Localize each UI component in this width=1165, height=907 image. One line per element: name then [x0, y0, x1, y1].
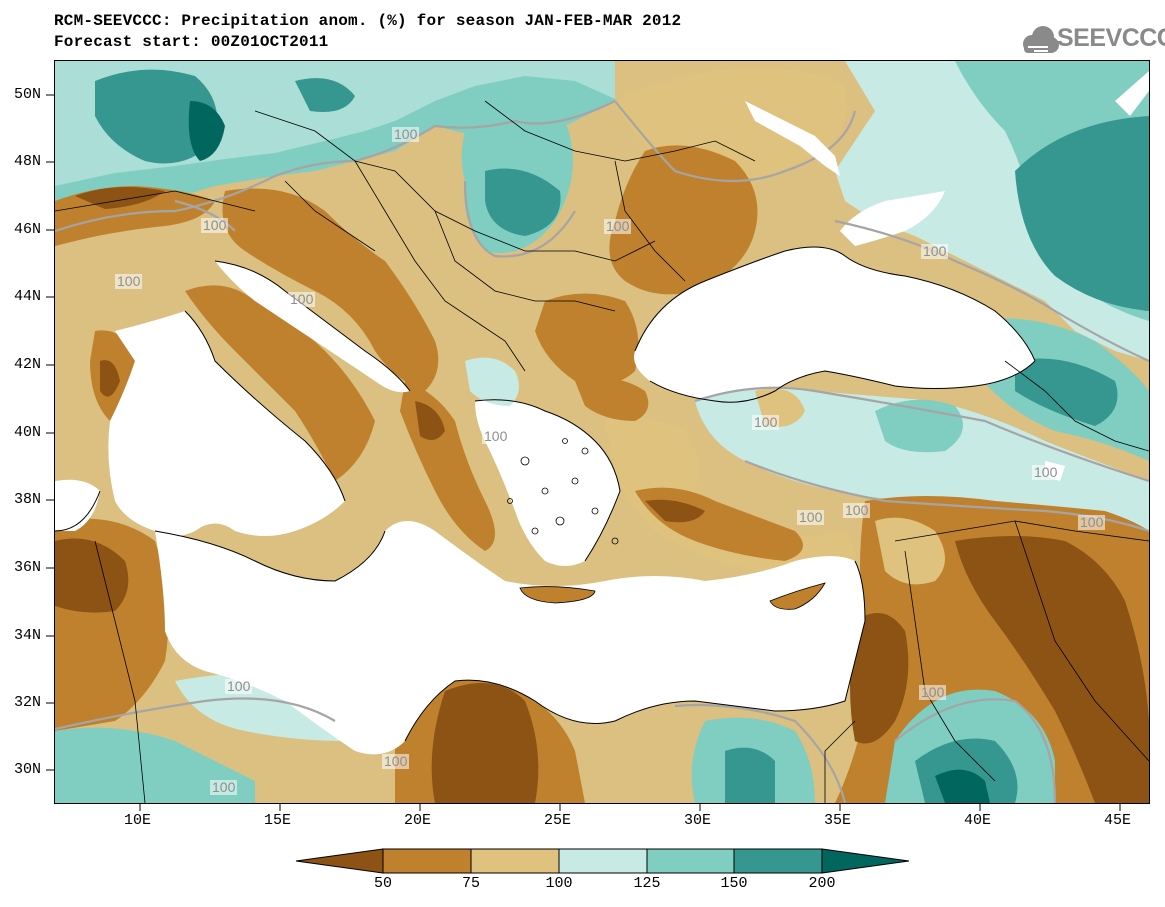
contour-label: 100 — [210, 779, 238, 795]
contour-label: 100 — [482, 428, 510, 444]
lon-label: 35E — [824, 812, 852, 829]
contour-label: 100 — [1032, 464, 1060, 480]
colorbar-above-200 — [821, 848, 910, 874]
colorbar-tick-label: 200 — [808, 875, 836, 892]
contour-label: 100 — [115, 273, 143, 289]
colorbar-below-50 — [295, 848, 384, 874]
lat-label: 48N — [14, 153, 42, 170]
black-sea — [634, 247, 1035, 403]
anomaly-core-alps — [95, 69, 218, 164]
contour-label: 100 — [919, 684, 947, 700]
lon-label: 45E — [1104, 812, 1132, 829]
lat-label: 38N — [14, 491, 42, 508]
colorbar-150-200 — [733, 848, 823, 874]
precipitation-anomaly-map — [55, 61, 1149, 803]
forecast-start-subtitle: Forecast start: 00Z01OCT2011 — [54, 33, 329, 51]
colorbar-125-150 — [646, 848, 735, 874]
mediterranean-sea — [108, 311, 345, 536]
colorbar-tick-label: 125 — [633, 875, 661, 892]
lat-label: 34N — [14, 627, 42, 644]
contour-label: 100 — [752, 414, 780, 430]
lon-label: 40E — [964, 812, 992, 829]
anomaly-region-anatolia — [695, 387, 1149, 531]
crete-island — [519, 586, 596, 604]
lat-label: 50N — [14, 86, 42, 103]
map-area[interactable]: 100 100 100 100 100 100 100 100 100 100 … — [54, 60, 1150, 804]
contour-label: 100 — [604, 218, 632, 234]
lat-label: 40N — [14, 424, 42, 441]
lat-label: 46N — [14, 221, 42, 238]
logo-text: SEEVCCC — [1057, 24, 1165, 52]
anomaly-core-ne — [1015, 116, 1149, 311]
anomaly-core-alps-dark — [188, 101, 225, 161]
colorbar-tick-label: 100 — [545, 875, 573, 892]
lat-label: 36N — [14, 559, 42, 576]
colorbar-100-125 — [558, 848, 648, 874]
lat-label: 30N — [14, 761, 42, 778]
lat-label: 42N — [14, 356, 42, 373]
contour-label: 100 — [921, 243, 949, 259]
lat-label: 32N — [14, 694, 42, 711]
anomaly-region-italy — [185, 285, 375, 481]
contour-label: 100 — [382, 753, 410, 769]
contour-label: 100 — [225, 678, 253, 694]
contour-label: 100 — [392, 126, 420, 142]
contour-label: 100 — [201, 217, 229, 233]
colorbar-tick-label: 75 — [461, 875, 481, 892]
colorbar-50-75 — [382, 848, 472, 874]
contour-label: 100 — [1078, 514, 1106, 530]
lon-label: 30E — [684, 812, 712, 829]
contour-label: 100 — [843, 502, 871, 518]
contour-label: 100 — [797, 509, 825, 525]
colorbar-tick-label: 50 — [373, 875, 393, 892]
cyprus-island — [769, 582, 826, 610]
colorbar-tick-label: 150 — [720, 875, 748, 892]
colorbar-75-100 — [470, 848, 560, 874]
lon-label: 15E — [264, 812, 292, 829]
lon-label: 20E — [404, 812, 432, 829]
lon-label: 25E — [544, 812, 572, 829]
seevccc-logo — [1023, 26, 1059, 53]
lon-label: 10E — [124, 812, 152, 829]
lat-label: 44N — [14, 288, 42, 305]
anomaly-region-balkans-brown — [222, 188, 439, 391]
contour-label: 100 — [288, 291, 316, 307]
map-title: RCM-SEEVCCC: Precipitation anom. (%) for… — [54, 12, 682, 30]
